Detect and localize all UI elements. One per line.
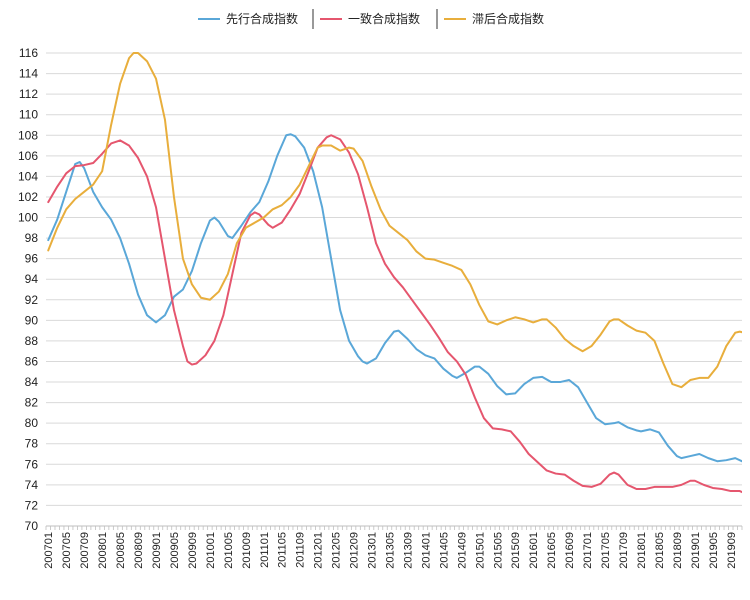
x-tick-label: 200905 <box>169 532 181 569</box>
y-tick-label: 76 <box>25 457 39 471</box>
x-tick-label: 201301 <box>367 532 379 569</box>
y-tick-label: 102 <box>18 190 38 204</box>
x-tick-label: 201801 <box>636 532 648 569</box>
x-tick-label: 201509 <box>510 532 522 569</box>
x-tick-label: 201505 <box>492 532 504 569</box>
x-tick-label: 201609 <box>564 532 576 569</box>
x-tick-label: 200901 <box>151 532 163 569</box>
x-tick-label: 201201 <box>313 532 325 569</box>
y-tick-label: 72 <box>25 498 39 512</box>
y-tick-label: 98 <box>25 231 39 245</box>
y-tick-label: 106 <box>18 149 38 163</box>
y-tick-label: 78 <box>25 437 39 451</box>
x-tick-label: 201901 <box>690 532 702 569</box>
y-tick-label: 90 <box>25 313 39 327</box>
y-tick-label: 70 <box>25 519 39 533</box>
y-tick-label: 80 <box>25 416 39 430</box>
x-tick-label: 200801 <box>97 532 109 569</box>
x-tick-label: 201709 <box>618 532 630 569</box>
x-tick-label: 201705 <box>600 532 612 569</box>
y-tick-label: 112 <box>19 87 38 101</box>
x-tick-label: 201805 <box>654 532 666 569</box>
legend-label-2: 一致合成指数 <box>348 11 420 26</box>
x-tick-label: 200705 <box>61 532 73 569</box>
x-tick-label: 201409 <box>456 532 468 569</box>
x-tick-label: 201009 <box>241 532 253 569</box>
legend-label-1: 先行合成指数 <box>226 11 298 26</box>
gridlines <box>46 52 742 527</box>
y-tick-label: 94 <box>25 272 39 286</box>
y-tick-label: 74 <box>25 478 39 492</box>
legend: 先行合成指数 一致合成指数 滞后合成指数 <box>198 9 544 29</box>
x-tick-label: 200701 <box>43 532 55 569</box>
y-tick-label: 86 <box>25 354 39 368</box>
x-axis: 200701 200705 200709 200801 200805 200809 2009… <box>43 525 743 569</box>
series-line-1 <box>47 133 742 463</box>
series-line-3 <box>47 52 742 389</box>
x-tick-label: 201209 <box>349 532 361 569</box>
x-tick-label: 201309 <box>402 532 414 569</box>
y-tick-label: 108 <box>18 128 38 142</box>
y-tick-label: 92 <box>25 293 39 307</box>
legend-label-3: 滞后合成指数 <box>472 11 544 26</box>
x-tick-label: 201001 <box>205 532 217 569</box>
x-tick-label: 201605 <box>546 532 558 569</box>
x-tick-label: 201809 <box>672 532 684 569</box>
x-tick-label: 200809 <box>133 532 145 569</box>
y-tick-label: 96 <box>25 252 39 266</box>
y-axis: 70 72 74 76 78 80 82 84 86 88 90 92 94 96 98 100 102 104 1… <box>18 46 38 533</box>
x-tick-label: 201109 <box>295 532 307 568</box>
x-tick-label: 201501 <box>474 532 486 569</box>
x-tick-label: 200805 <box>115 532 127 569</box>
x-tick-label: 201005 <box>223 532 235 569</box>
x-tick-label: 201701 <box>582 532 594 569</box>
y-tick-label: 114 <box>19 67 38 81</box>
y-tick-label: 110 <box>19 108 38 122</box>
x-tick-label: 201101 <box>259 532 271 568</box>
x-tick-label: 201105 <box>277 532 289 568</box>
x-tick-label: 201905 <box>708 532 720 569</box>
y-tick-label: 88 <box>25 334 39 348</box>
x-tick-label: 201909 <box>726 532 738 569</box>
y-tick-label: 116 <box>19 46 38 60</box>
x-tick-label: 201401 <box>420 532 432 569</box>
x-tick-label: 200909 <box>187 532 199 569</box>
y-tick-label: 100 <box>18 211 38 225</box>
x-tick-label: 200709 <box>79 532 91 569</box>
x-tick-label: 201405 <box>438 532 450 569</box>
x-tick-label: 201205 <box>331 532 343 569</box>
plot-area <box>47 52 742 494</box>
y-tick-label: 84 <box>25 375 39 389</box>
y-tick-label: 104 <box>18 169 38 183</box>
series-line-2 <box>47 134 742 494</box>
x-tick-label: 201601 <box>528 532 540 569</box>
y-tick-label: 82 <box>25 396 39 410</box>
x-tick-label: 201305 <box>385 532 397 569</box>
